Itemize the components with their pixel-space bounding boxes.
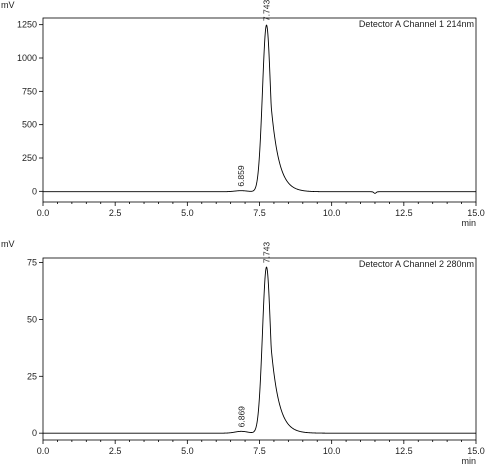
y-tick-label: 0 [32,428,37,438]
peak-label: 6.869 [236,406,246,428]
x-tick-label: 2.5 [109,446,122,456]
chromatogram-panel-1: mV min Detector A Channel 1 214nm 0 250 500 75… [1,0,485,228]
plot-frame [42,257,477,441]
y-tick-label: 750 [22,86,37,96]
plot-frame [42,17,477,203]
peak-label: 7.743 [262,242,272,264]
x-tick-label: 5.0 [181,446,194,456]
peak-label: 7.743 [262,0,272,21]
x-tick-label: 2.5 [109,208,122,218]
x-tick-label: 7.5 [253,208,266,218]
x-axis-unit-label: min [461,218,476,228]
y-tick-label: 250 [22,153,37,163]
x-tick-label: 0.0 [37,446,50,456]
x-tick-label: 7.5 [253,446,266,456]
x-tick-label: 0.0 [37,208,50,218]
x-tick-label: 12.5 [395,208,413,218]
x-axis-unit-label: min [461,456,476,466]
peak-label: 6.859 [236,165,246,187]
y-tick-label: 1000 [17,53,37,63]
x-tick-label: 10.0 [323,446,341,456]
y-axis-unit-label: mV [1,239,15,249]
detector-label: Detector A Channel 2 280nm [359,259,474,269]
y-tick-label: 50 [27,314,37,324]
x-tick-label: 15.0 [467,446,485,456]
y-tick-label: 25 [27,371,37,381]
y-tick-label: 75 [27,258,37,268]
y-tick-label: 0 [32,186,37,196]
x-tick-label: 12.5 [395,446,413,456]
detector-label: Detector A Channel 1 214nm [359,19,474,29]
chromatogram-trace [43,266,476,434]
y-tick-label: 500 [22,120,37,130]
y-axis-unit-label: mV [1,0,15,10]
x-tick-label: 10.0 [323,208,341,218]
x-tick-label: 15.0 [467,208,485,218]
chromatogram-trace [43,24,476,194]
y-tick-label: 1250 [17,20,37,30]
x-tick-label: 5.0 [181,208,194,218]
chromatogram-panel-2: mV min Detector A Channel 2 280nm 0 25 50 75 0.… [1,239,485,466]
